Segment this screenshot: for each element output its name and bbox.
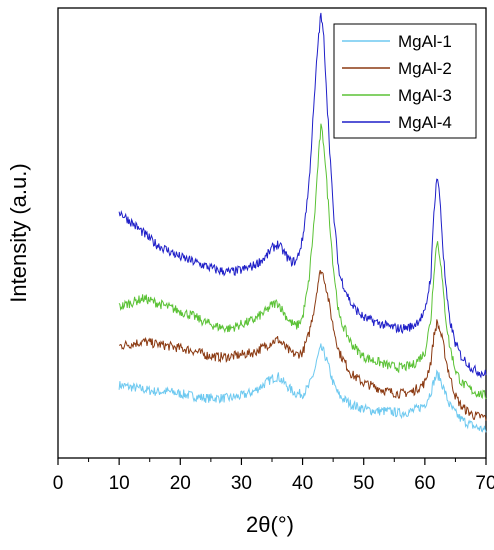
series-line-mgal-4 (118, 12, 487, 379)
x-tick-label: 40 (292, 473, 313, 494)
legend-box (333, 23, 477, 139)
legend: MgAl-1 MgAl-2 MgAl-3 MgAl-4 (333, 23, 477, 139)
series-line-mgal-3 (118, 123, 487, 400)
x-axis-label: 2θ(°) (246, 512, 294, 537)
x-tick-label: 10 (109, 473, 130, 494)
legend-label: MgAl-4 (398, 113, 452, 132)
y-axis-label: Intensity (a.u.) (6, 163, 31, 302)
x-tick-label: 20 (170, 473, 191, 494)
series-line-mgal-2 (119, 269, 487, 421)
x-axis-ticks: 0 10 20 30 40 50 60 70 (53, 458, 494, 494)
series-layer (118, 12, 487, 433)
legend-label: MgAl-1 (398, 32, 452, 51)
x-tick-label: 30 (231, 473, 252, 494)
legend-label: MgAl-3 (398, 86, 452, 105)
x-tick-label: 50 (353, 473, 374, 494)
legend-label: MgAl-2 (398, 59, 452, 78)
series-line-mgal-1 (118, 343, 487, 433)
x-tick-label: 60 (414, 473, 435, 494)
x-tick-label: 70 (475, 473, 494, 494)
x-tick-label: 0 (53, 473, 64, 494)
